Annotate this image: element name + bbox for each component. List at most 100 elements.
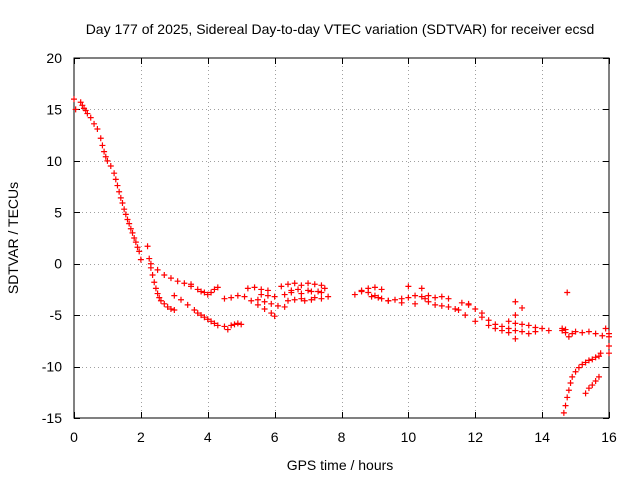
data-points [71,96,612,416]
data-point [560,409,567,416]
data-point [438,302,445,309]
data-point [107,163,114,169]
data-point [97,135,104,142]
x-tick-label: 6 [271,429,279,445]
data-point [565,333,572,340]
data-point [136,248,143,255]
data-point [567,380,574,387]
data-point [385,297,392,304]
data-point [164,303,171,310]
data-point [264,292,271,299]
data-point [82,107,89,114]
data-point [161,300,168,307]
data-point [244,285,251,292]
data-point [351,291,358,298]
data-point [208,289,215,296]
data-point [157,297,164,304]
data-point [519,328,526,335]
data-point [579,361,586,368]
data-point [602,325,609,332]
data-point [87,114,94,121]
data-point [204,291,211,298]
data-point [525,330,532,337]
data-point [112,176,119,183]
data-point [512,327,519,334]
data-point [77,99,84,106]
data-point [221,323,228,330]
data-point [258,286,265,293]
data-point [405,283,412,290]
data-point [285,281,291,288]
data-point [298,290,305,297]
data-point [178,296,184,303]
data-point [129,229,136,236]
data-point [472,305,479,312]
data-point [211,320,218,327]
x-tick-label: 8 [338,429,346,445]
data-point [519,304,526,311]
data-point [271,313,278,320]
data-point [124,216,131,223]
data-point [281,291,288,298]
data-point [606,343,612,349]
data-point [298,282,305,289]
data-point [305,280,312,287]
data-point [485,322,492,329]
data-point [532,324,539,331]
data-point [375,294,382,301]
data-point [445,295,452,302]
data-point [595,373,602,380]
data-point [254,296,261,303]
data-point [154,290,161,297]
data-point [505,318,512,325]
data-point [204,316,211,323]
data-point [445,303,452,310]
x-axis-label: GPS time / hours [287,457,394,473]
y-tick-labels: -15 -10 -5 0 5 10 15 20 [42,50,62,426]
data-point [519,321,526,328]
data-point [422,295,429,302]
plot-frame [73,57,610,419]
data-point [589,356,596,363]
data-point [126,220,133,227]
data-point [512,335,519,342]
data-point [371,292,378,299]
data-point [198,312,205,319]
data-point [562,402,569,409]
data-point [188,283,195,290]
data-point [248,297,255,304]
x-tick-label: 12 [467,429,483,445]
data-point [268,300,275,307]
x-tick-label: 14 [534,429,550,445]
data-point [79,102,86,109]
data-point [425,298,432,305]
data-point [238,321,245,328]
data-point [71,96,77,103]
x-tick-label: 2 [137,429,145,445]
data-point [318,282,325,289]
data-point [119,200,126,207]
data-point [111,170,118,177]
data-point [291,296,298,303]
data-point [156,294,163,301]
data-point [258,291,265,298]
data-point [114,182,121,189]
data-point [559,327,566,334]
data-point [104,157,111,164]
y-tick-label: -5 [50,307,63,323]
data-point [285,297,291,304]
data-point [224,326,231,333]
chart-title: Day 177 of 2025, Sidereal Day-to-day VTE… [86,21,595,37]
data-point [371,284,378,291]
data-point [152,285,159,292]
data-point [116,188,123,195]
data-point [565,387,572,394]
data-point [102,153,109,160]
data-point [278,283,285,290]
data-point [378,295,385,302]
data-point [606,350,612,357]
data-point [214,284,221,291]
data-point [311,294,318,301]
data-point [589,382,596,389]
